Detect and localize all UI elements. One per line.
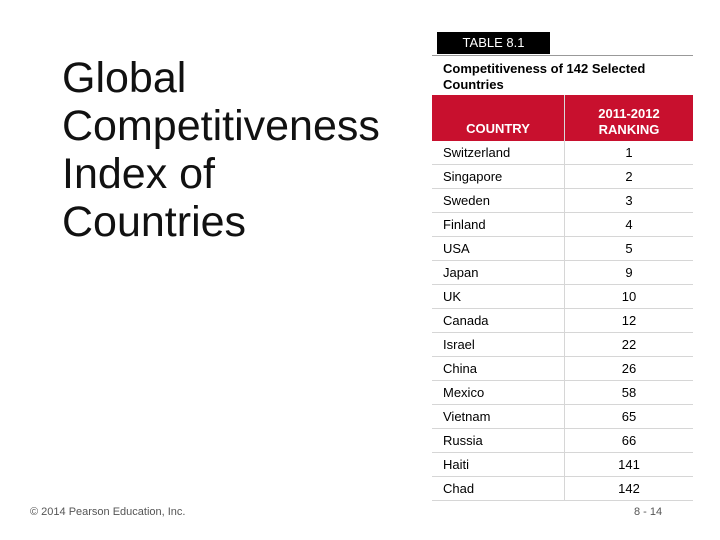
country-cell: Singapore <box>432 164 565 189</box>
page-number: 8 - 14 <box>634 506 663 518</box>
rank-cell: 26 <box>564 356 693 381</box>
country-cell: Israel <box>432 332 565 357</box>
table-row: USA 5 <box>432 236 693 261</box>
country-cell: USA <box>432 236 565 261</box>
table-row: Sweden 3 <box>432 188 693 213</box>
country-cell: Finland <box>432 212 565 237</box>
country-cell: Sweden <box>432 188 565 213</box>
table-row: Switzerland 1 <box>432 141 693 165</box>
country-cell: Russia <box>432 428 565 453</box>
copyright-notice: © 2014 Pearson Education, Inc. <box>30 506 186 518</box>
rank-cell: 4 <box>564 212 693 237</box>
rank-cell: 12 <box>564 308 693 333</box>
slide-title: Global Competitiveness Index of Countrie… <box>62 54 422 246</box>
table-row: Vietnam 65 <box>432 404 693 429</box>
rank-cell: 9 <box>564 260 693 285</box>
rank-cell: 22 <box>564 332 693 357</box>
country-cell: Vietnam <box>432 404 565 429</box>
country-cell: Haiti <box>432 452 565 477</box>
title-line: Countries <box>62 198 247 246</box>
table-row: Singapore 2 <box>432 164 693 189</box>
rank-cell: 1 <box>564 141 693 165</box>
country-cell: Canada <box>432 308 565 333</box>
country-cell: China <box>432 356 565 381</box>
table-row: Israel 22 <box>432 332 693 357</box>
table-row: Russia 66 <box>432 428 693 453</box>
ranking-table: COUNTRY 2011-2012 RANKING Switzerland 1 Si… <box>432 95 693 501</box>
table-row: UK 10 <box>432 284 693 309</box>
rank-cell: 142 <box>564 476 693 501</box>
table-row: Mexico 58 <box>432 380 693 405</box>
ranking-header-line2: RANKING <box>598 122 660 137</box>
rank-cell: 5 <box>564 236 693 261</box>
table-label: TABLE 8.1 <box>437 32 550 54</box>
rank-cell: 66 <box>564 428 693 453</box>
rank-cell: 2 <box>564 164 693 189</box>
rank-cell: 3 <box>564 188 693 213</box>
table-header-row: COUNTRY 2011-2012 RANKING <box>432 95 693 141</box>
table-row: Haiti 141 <box>432 452 693 477</box>
table-row: Japan 9 <box>432 260 693 285</box>
ranking-header-line1: 2011-2012 <box>598 106 660 121</box>
country-cell: Chad <box>432 476 565 501</box>
rank-cell: 65 <box>564 404 693 429</box>
title-line: Global <box>62 54 187 102</box>
competitiveness-table-panel: Competitiveness of 142 Selected Countrie… <box>432 55 693 501</box>
table-row: Finland 4 <box>432 212 693 237</box>
rank-cell: 58 <box>564 380 693 405</box>
country-cell: Japan <box>432 260 565 285</box>
country-cell: Mexico <box>432 380 565 405</box>
country-cell: UK <box>432 284 565 309</box>
ranking-column-header: 2011-2012 RANKING <box>564 95 693 141</box>
title-line: Competitiveness <box>62 102 380 150</box>
rank-cell: 141 <box>564 452 693 477</box>
table-row: Canada 12 <box>432 308 693 333</box>
table-row: China 26 <box>432 356 693 381</box>
title-line: Index of <box>62 150 215 198</box>
rank-cell: 10 <box>564 284 693 309</box>
table-row: Chad 142 <box>432 476 693 501</box>
table-caption: Competitiveness of 142 Selected Countrie… <box>432 55 693 95</box>
country-column-header: COUNTRY <box>432 95 565 141</box>
country-cell: Switzerland <box>432 141 565 165</box>
